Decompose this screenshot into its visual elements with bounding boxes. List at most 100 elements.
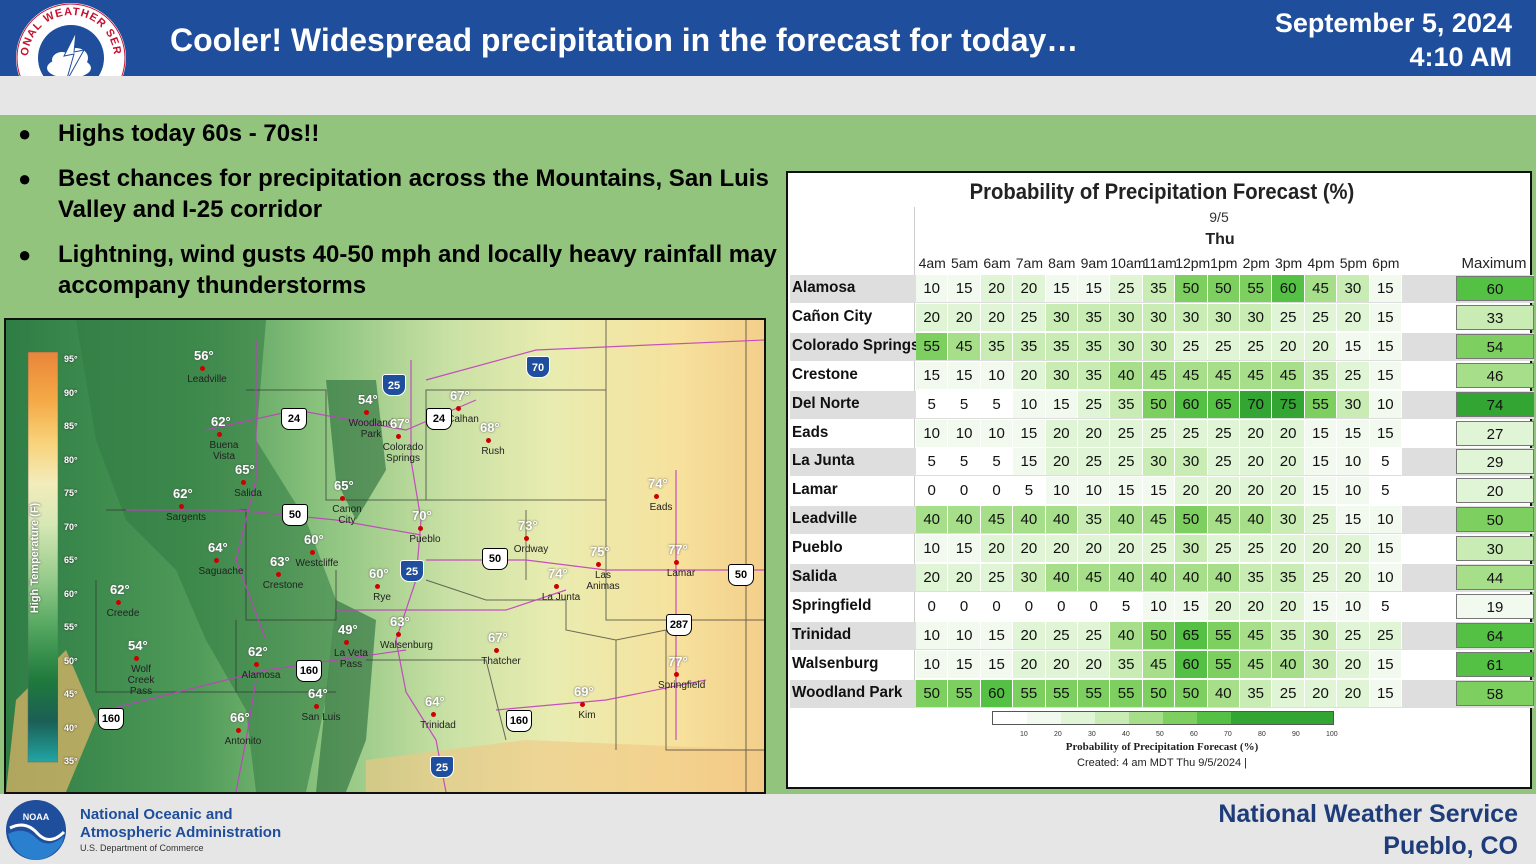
pop-cell: 30 (1175, 448, 1208, 476)
legend-tick: 95° (64, 354, 78, 364)
hour-header: 6am (983, 255, 1011, 271)
pop-date: 9/5 (1209, 209, 1229, 225)
station-temp: 49° (338, 622, 358, 637)
pop-title: Probability of Precipitation Forecast (%… (969, 179, 1355, 204)
pop-cell: 45 (1142, 506, 1176, 534)
pop-cell: 20 (916, 564, 949, 591)
bullet-item: ● Best chances for precipitation across t… (18, 165, 769, 223)
scale-swatch (993, 712, 1027, 724)
pop-cell: 15 (1013, 419, 1046, 447)
station-label: Eads (649, 502, 673, 513)
pop-cell: 25 (1240, 332, 1273, 360)
pop-cell: 15 (1078, 275, 1111, 302)
pop-cell: 35 (980, 332, 1014, 360)
pop-cell: 10 (1078, 477, 1111, 505)
max-cell: 29 (1456, 449, 1534, 475)
legend-tick: 35° (64, 756, 78, 766)
pop-cell: 10 (1369, 564, 1402, 591)
pop-cell: 15 (948, 275, 981, 302)
pop-cell: 10 (916, 650, 949, 678)
pop-cell: 25 (1078, 621, 1111, 649)
pop-cell: 20 (1272, 592, 1305, 620)
pop-cell: 20 (1013, 650, 1046, 678)
station-dot-icon (554, 584, 559, 589)
pop-cell: 0 (948, 592, 981, 620)
pop-cell: 20 (1240, 477, 1273, 505)
pop-cell: 35 (1078, 332, 1111, 360)
max-cell: 33 (1456, 304, 1534, 330)
pop-cell: 65 (1175, 621, 1208, 649)
pop-cell: 25 (1272, 303, 1305, 331)
pop-cell: 20 (1272, 535, 1305, 563)
pop-cell: 5 (1369, 448, 1402, 476)
pop-cell: 20 (1304, 679, 1338, 707)
station-temp: 70° (412, 508, 432, 523)
station-temp: 54° (358, 392, 378, 407)
table-row: La Junta 5 5 5 15 20 25 25 30 30 25 20 20 15 10 5 29 (790, 448, 1534, 477)
scale-title: Probability of Precipitation Forecast (%… (1065, 741, 1259, 753)
station-dot-icon (344, 640, 349, 645)
station-name: Lamar (792, 481, 838, 499)
station-label: Las Animas (586, 570, 620, 592)
pop-cell: 15 (1304, 419, 1338, 447)
pop-cell: 0 (980, 477, 1014, 505)
pop-cell: 20 (1045, 650, 1078, 678)
pop-cell: 25 (1304, 564, 1338, 591)
station-dot-icon (418, 526, 423, 531)
pop-cell: 35 (1272, 564, 1305, 591)
max-cell: 30 (1456, 536, 1534, 562)
pop-cell: 25 (1337, 361, 1370, 389)
max-cell: 54 (1456, 333, 1534, 359)
pop-cell: 20 (980, 303, 1014, 331)
pop-cell: 55 (1304, 390, 1338, 418)
pop-cell: 30 (1337, 275, 1370, 302)
pop-cell: 35 (1110, 390, 1143, 418)
pop-cell: 30 (1045, 361, 1078, 389)
scale-swatch (1231, 712, 1265, 724)
pop-cell: 20 (1272, 419, 1305, 447)
pop-cell: 15 (1304, 477, 1338, 505)
pop-cell: 15 (1337, 419, 1370, 447)
pop-cell: 25 (1175, 332, 1208, 360)
station-dot-icon (116, 600, 121, 605)
scale-tick: 80 (1258, 731, 1266, 738)
scale-tick: 40 (1122, 731, 1130, 738)
station-label: Thatcher (481, 656, 521, 667)
pop-cell: 40 (1272, 650, 1305, 678)
pop-cell: 25 (1045, 621, 1078, 649)
station-temp: 60° (369, 566, 389, 581)
station-label: Wolf Creek Pass (127, 664, 155, 697)
station-label: Buena Vista (209, 440, 239, 462)
pop-cell: 0 (916, 592, 949, 620)
max-cell: 19 (1456, 593, 1534, 619)
legend-tick: 90° (64, 387, 78, 398)
pop-cell: 35 (1142, 275, 1176, 302)
pop-cell: 30 (1240, 303, 1273, 331)
table-row: Colorado Springs 55 45 35 35 35 35 30 30 25 25 25 20… (790, 332, 1534, 361)
pop-cell: 10 (916, 535, 949, 563)
station-temp: 63° (270, 554, 290, 569)
legend-tick: 40° (64, 722, 78, 733)
pop-cell: 45 (1142, 650, 1176, 678)
pop-cell: 45 (1207, 361, 1240, 389)
pop-cell: 30 (1013, 564, 1046, 591)
station-temp: 67° (488, 630, 508, 645)
pop-cell: 0 (1013, 592, 1046, 620)
pop-cell: 25 (1110, 448, 1143, 476)
station-temp: 64° (208, 540, 228, 555)
scale-swatch (1061, 712, 1095, 724)
pop-cell: 30 (1272, 506, 1305, 534)
pop-cell: 20 (948, 564, 981, 591)
pop-cell: 25 (1078, 448, 1111, 476)
pop-cell: 30 (1304, 650, 1338, 678)
pop-cell: 5 (1369, 477, 1402, 505)
pop-cell: 45 (1207, 506, 1240, 534)
hour-header: 4pm (1307, 255, 1335, 271)
pop-cell: 15 (1304, 448, 1338, 476)
station-label: Rye (373, 592, 391, 603)
pop-cell: 25 (1337, 621, 1370, 649)
max-cell: 20 (1456, 478, 1534, 504)
pop-cell: 15 (1337, 332, 1370, 360)
station-temp: 64° (308, 686, 328, 701)
station-label: Creede (106, 608, 140, 619)
